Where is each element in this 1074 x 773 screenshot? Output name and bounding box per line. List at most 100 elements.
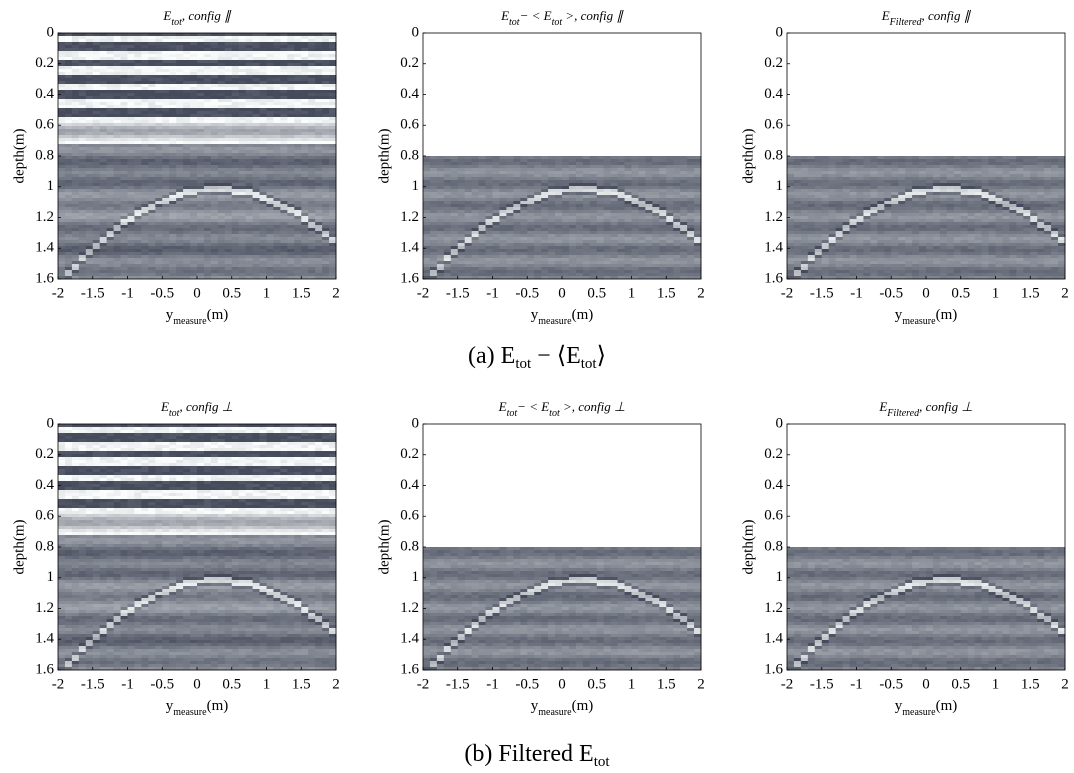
pixel xyxy=(169,246,177,250)
pixel xyxy=(113,90,122,94)
pixel xyxy=(499,165,507,169)
pixel xyxy=(485,258,493,262)
pixel xyxy=(231,135,240,139)
pixel xyxy=(478,171,487,175)
pixel xyxy=(506,216,514,220)
pixel xyxy=(78,129,87,133)
pixel xyxy=(687,258,695,262)
pixel xyxy=(527,156,535,160)
pixel xyxy=(58,96,66,100)
pixel xyxy=(58,126,66,130)
pixel xyxy=(231,252,240,256)
pixel xyxy=(499,216,507,220)
pixel xyxy=(176,99,184,103)
pixel xyxy=(443,174,452,178)
pixel xyxy=(245,60,254,64)
pixel xyxy=(329,213,337,217)
pixel xyxy=(287,78,295,82)
pixel xyxy=(527,240,535,244)
pixel xyxy=(127,141,135,145)
pixel xyxy=(92,249,101,253)
pixel xyxy=(64,273,73,277)
pixel xyxy=(64,57,73,61)
pixel xyxy=(259,72,267,76)
pixel xyxy=(127,213,135,217)
pixel xyxy=(190,72,198,76)
pixel xyxy=(176,228,184,232)
pixel xyxy=(478,231,487,235)
pixel xyxy=(617,219,626,223)
pixel xyxy=(315,270,323,274)
pixel xyxy=(155,159,163,163)
pixel xyxy=(624,270,632,274)
pixel xyxy=(120,165,128,169)
pixel xyxy=(464,228,473,232)
pixel xyxy=(568,162,577,166)
pixel xyxy=(322,126,330,130)
pixel xyxy=(64,165,73,169)
pixel xyxy=(183,147,191,151)
pixel xyxy=(492,189,500,193)
pixel xyxy=(464,258,473,262)
pixel xyxy=(176,105,184,109)
pixel xyxy=(541,186,549,190)
pixel xyxy=(134,42,142,46)
pixel xyxy=(280,111,288,115)
pixel xyxy=(610,243,619,247)
pixel xyxy=(197,36,205,40)
pixel xyxy=(680,267,688,271)
pixel xyxy=(252,165,261,169)
pixel xyxy=(423,201,431,205)
pixel xyxy=(183,150,191,154)
pixel xyxy=(92,78,101,82)
pixel xyxy=(548,210,556,214)
pixel xyxy=(259,264,267,268)
pixel xyxy=(610,234,619,238)
pixel xyxy=(329,84,337,88)
pixel xyxy=(596,171,605,175)
pixel xyxy=(610,213,619,217)
pixel xyxy=(694,237,702,241)
pixel xyxy=(141,213,149,217)
pixel xyxy=(541,159,549,163)
pixel xyxy=(224,39,233,43)
pixel xyxy=(148,153,156,157)
pixel xyxy=(148,171,156,175)
pixel xyxy=(520,267,528,271)
pixel xyxy=(429,207,438,211)
pixel xyxy=(224,213,233,217)
pixel xyxy=(555,168,563,172)
pixel xyxy=(148,123,156,127)
x-tick-label: -0.5 xyxy=(150,285,174,301)
pixel xyxy=(197,135,205,139)
pixel xyxy=(190,222,198,226)
pixel xyxy=(113,78,122,82)
pixel xyxy=(106,180,115,184)
pixel xyxy=(603,234,612,238)
pixel xyxy=(687,222,695,226)
pixel xyxy=(499,237,507,241)
pixel xyxy=(141,183,149,187)
pixel xyxy=(169,153,177,157)
pixel xyxy=(71,186,80,190)
pixel xyxy=(638,195,646,199)
pixel xyxy=(224,198,233,202)
pixel xyxy=(190,60,198,64)
pixel xyxy=(666,198,674,202)
pixel xyxy=(273,204,281,208)
pixel xyxy=(134,153,142,157)
pixel xyxy=(92,228,101,232)
pixel xyxy=(252,120,261,124)
pixel xyxy=(513,228,521,232)
pixel xyxy=(301,102,309,106)
pixel xyxy=(266,57,274,61)
pixel xyxy=(231,60,240,64)
pixel xyxy=(589,210,598,214)
pixel xyxy=(617,249,626,253)
pixel xyxy=(266,213,274,217)
pixel xyxy=(294,39,302,43)
pixel xyxy=(534,192,542,196)
pixel xyxy=(443,267,452,271)
pixel xyxy=(245,192,254,196)
pixel xyxy=(58,138,66,142)
